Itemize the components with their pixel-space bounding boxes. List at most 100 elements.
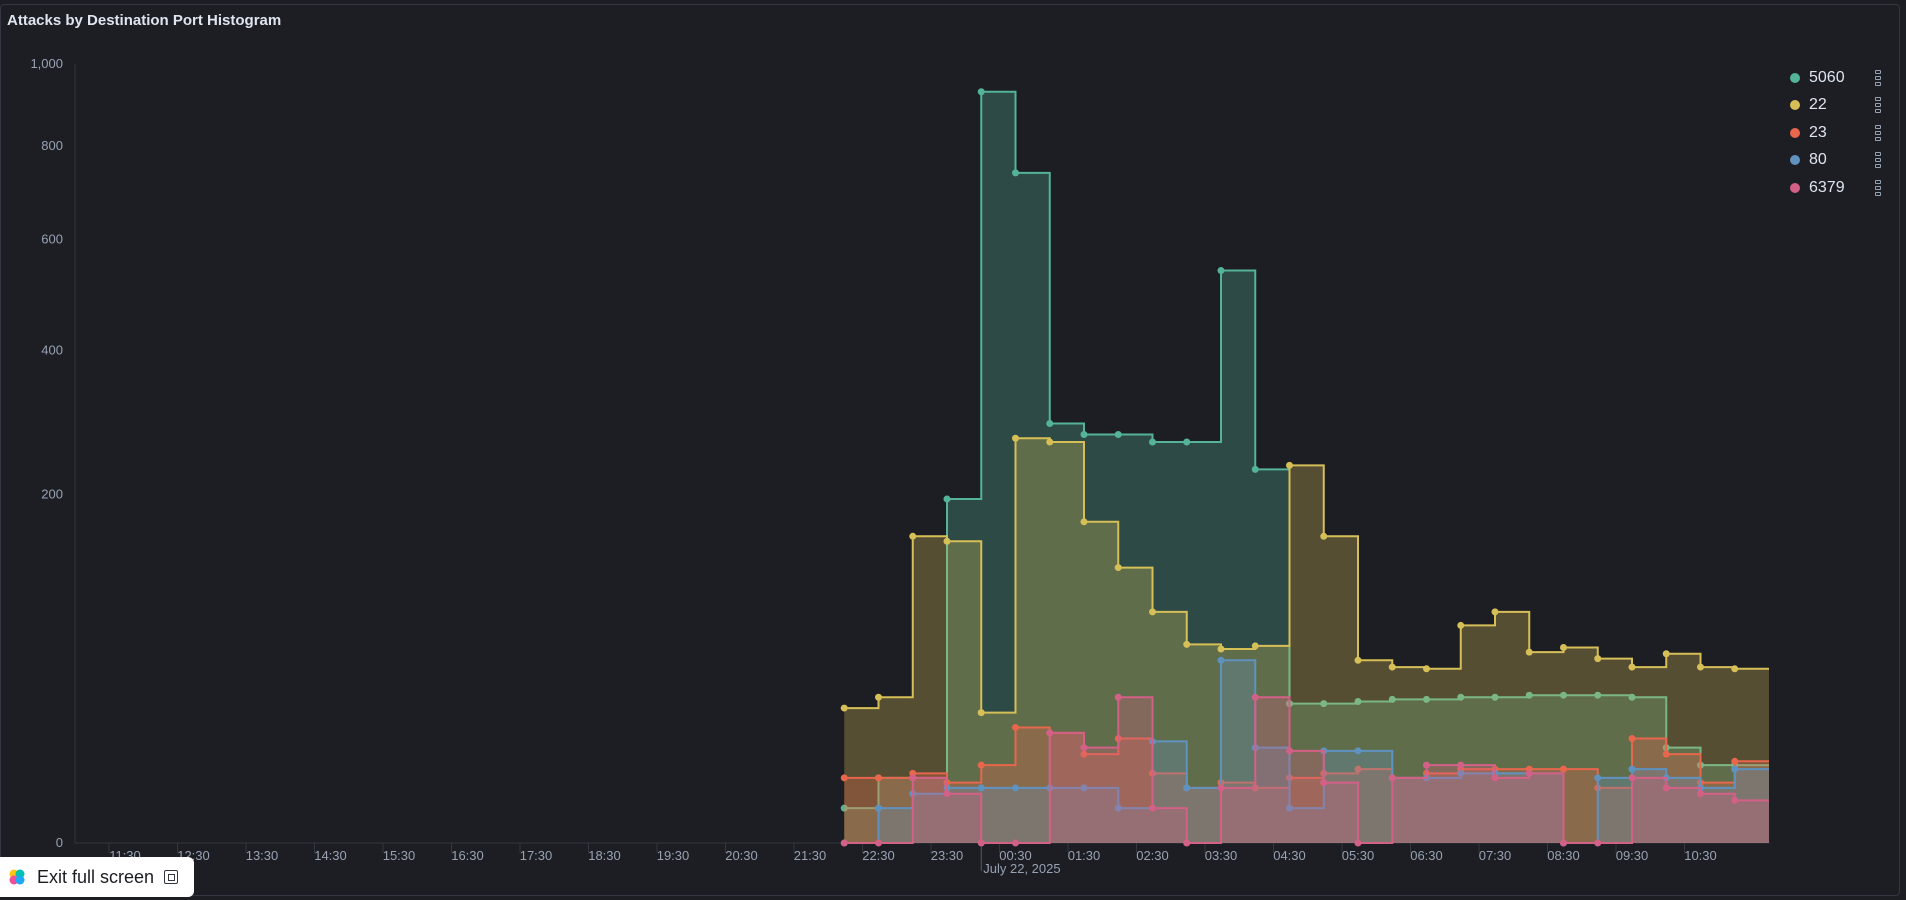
- data-point: [977, 839, 985, 847]
- x-tick-label: 04:30: [1273, 848, 1306, 863]
- legend-label: 23: [1809, 123, 1827, 141]
- y-tick-label: 1,000: [30, 56, 63, 71]
- data-point: [1594, 839, 1602, 847]
- x-tick-label: 00:30: [999, 848, 1032, 863]
- data-point: [1525, 691, 1533, 699]
- x-tick-label: 17:30: [520, 848, 553, 863]
- data-point: [1594, 774, 1602, 782]
- legend-item-80[interactable]: 80: [1790, 147, 1900, 175]
- legend-actions-icon[interactable]: [1875, 152, 1881, 169]
- data-point: [1354, 656, 1362, 664]
- data-point: [1525, 648, 1533, 656]
- legend-item-22[interactable]: 22: [1790, 92, 1900, 120]
- data-point: [1662, 784, 1670, 792]
- fullscreen-exit-icon: [164, 870, 179, 884]
- y-tick-label: 200: [41, 487, 63, 502]
- y-tick-label: 400: [41, 342, 63, 357]
- legend-actions-icon[interactable]: [1875, 124, 1881, 141]
- data-point: [1457, 621, 1465, 629]
- legend-item-5060[interactable]: 5060: [1790, 64, 1900, 92]
- x-tick-label: 10:30: [1684, 848, 1717, 863]
- data-point: [1114, 430, 1122, 438]
- data-point: [1697, 663, 1704, 671]
- data-point: [943, 790, 951, 798]
- data-point: [909, 774, 917, 782]
- data-point: [1080, 430, 1088, 438]
- y-tick-label: 0: [56, 835, 63, 850]
- series-area: [844, 660, 1769, 843]
- series-line: [844, 437, 1769, 714]
- data-point: [977, 88, 985, 96]
- data-point: [1251, 693, 1259, 701]
- data-point: [1286, 804, 1293, 812]
- data-point: [1149, 608, 1156, 616]
- data-point: [1731, 796, 1739, 804]
- x-tick-label: 18:30: [588, 848, 621, 863]
- x-tick-label: 08:30: [1547, 848, 1580, 863]
- data-point: [1217, 267, 1225, 275]
- data-point: [1525, 769, 1533, 777]
- data-point: [875, 774, 882, 782]
- data-point: [1217, 784, 1225, 792]
- data-point: [977, 784, 985, 792]
- data-point: [1662, 750, 1670, 758]
- data-point: [1628, 663, 1636, 671]
- data-point: [1012, 784, 1019, 792]
- data-point: [1114, 564, 1122, 572]
- legend-actions-icon[interactable]: [1875, 69, 1881, 86]
- data-point: [1354, 765, 1362, 773]
- series-area: [844, 438, 1769, 843]
- data-point: [1457, 693, 1465, 701]
- data-point: [977, 709, 985, 717]
- data-point: [1423, 695, 1430, 703]
- legend-dot-icon: [1790, 182, 1800, 193]
- data-point: [1183, 839, 1191, 847]
- data-point: [1251, 465, 1259, 473]
- legend-actions-icon[interactable]: [1875, 179, 1881, 196]
- legend: 5060 22 23 80 6379: [1790, 64, 1900, 202]
- data-point: [1662, 650, 1670, 658]
- data-point: [1423, 761, 1430, 769]
- data-point: [1217, 645, 1225, 653]
- panel-title: Attacks by Destination Port Histogram: [7, 12, 282, 29]
- data-point: [1628, 734, 1636, 742]
- legend-actions-icon[interactable]: [1875, 97, 1881, 114]
- x-tick-label: 01:30: [1068, 848, 1101, 863]
- data-point: [1149, 804, 1156, 812]
- data-point: [1491, 774, 1499, 782]
- data-point: [1217, 656, 1225, 664]
- series-22: [840, 434, 1769, 843]
- exit-full-screen-button[interactable]: Exit full screen: [0, 857, 194, 897]
- data-point: [1183, 438, 1191, 446]
- x-tick-label: 09:30: [1616, 848, 1649, 863]
- data-point: [1149, 438, 1156, 446]
- data-point: [1354, 747, 1362, 755]
- legend-item-23[interactable]: 23: [1790, 119, 1900, 147]
- data-point: [1114, 693, 1122, 701]
- legend-label: 6379: [1809, 178, 1845, 196]
- legend-item-6379[interactable]: 6379: [1790, 174, 1900, 202]
- data-point: [1320, 532, 1328, 540]
- data-point: [1560, 691, 1567, 699]
- data-point: [1731, 765, 1739, 773]
- data-point: [1594, 655, 1602, 663]
- data-point: [1286, 747, 1293, 755]
- data-point: [1697, 790, 1704, 798]
- data-point: [1560, 643, 1567, 651]
- data-point: [1457, 769, 1465, 777]
- data-point: [1286, 461, 1293, 469]
- exit-full-screen-label: Exit full screen: [37, 866, 155, 887]
- x-tick-label: 22:30: [862, 848, 895, 863]
- legend-label: 22: [1809, 96, 1827, 114]
- chart-panel: [0, 4, 1900, 896]
- data-point: [1731, 665, 1739, 673]
- data-point: [1628, 765, 1636, 773]
- y-tick-label: 800: [41, 138, 63, 153]
- data-point: [875, 804, 882, 812]
- data-point: [1388, 695, 1396, 703]
- data-point: [1457, 761, 1465, 769]
- data-point: [1731, 757, 1739, 765]
- elastic-logo-icon: [9, 869, 25, 885]
- legend-label: 80: [1809, 151, 1827, 169]
